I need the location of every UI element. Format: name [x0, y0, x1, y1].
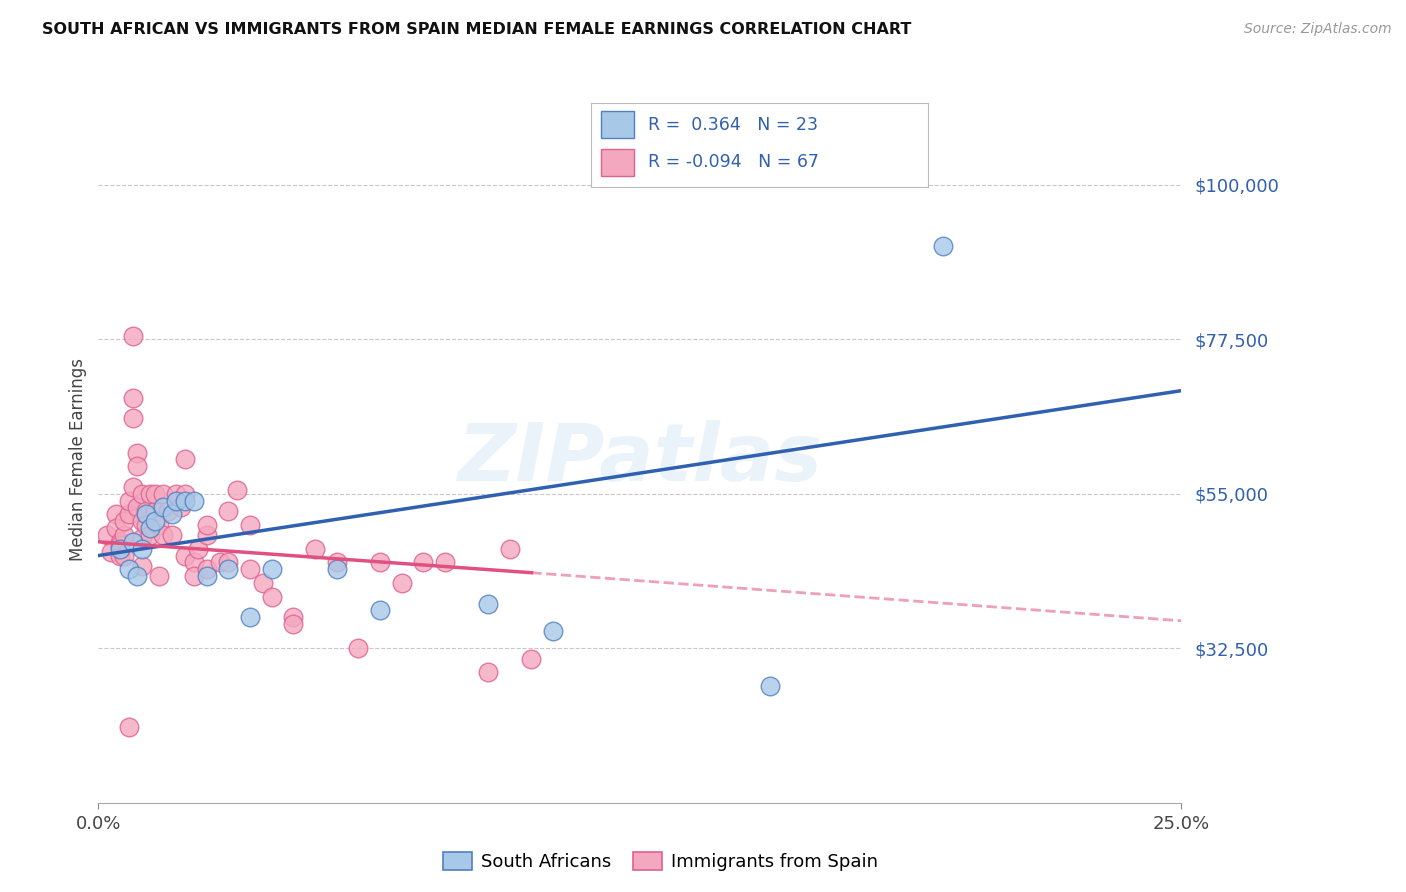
Point: [122, 391, 145, 405]
Text: SOUTH AFRICAN VS IMMIGRANTS FROM SPAIN MEDIAN FEMALE EARNINGS CORRELATION CHART: SOUTH AFRICAN VS IMMIGRANTS FROM SPAIN M…: [42, 22, 911, 37]
Point: [170, 500, 193, 515]
Point: [160, 508, 183, 522]
Point: [104, 521, 127, 535]
Point: [499, 541, 522, 556]
Point: [122, 480, 145, 494]
Point: [174, 452, 197, 467]
Point: [368, 555, 391, 570]
Text: R = -0.094   N = 67: R = -0.094 N = 67: [648, 153, 818, 171]
Y-axis label: Median Female Earnings: Median Female Earnings: [69, 358, 87, 561]
Point: [143, 487, 166, 501]
Point: [347, 641, 370, 656]
Point: [112, 549, 135, 563]
Point: [325, 555, 347, 570]
Point: [195, 562, 218, 576]
Point: [239, 610, 262, 624]
Point: [131, 541, 153, 556]
Point: [412, 555, 434, 570]
Point: [477, 665, 499, 680]
Point: [112, 528, 135, 542]
Point: [127, 445, 149, 459]
Point: [131, 514, 153, 528]
Point: [165, 487, 187, 501]
Point: [127, 569, 149, 583]
Point: [260, 590, 283, 604]
Point: [160, 528, 183, 542]
Point: [143, 514, 166, 528]
FancyBboxPatch shape: [600, 149, 634, 177]
Point: [156, 504, 179, 518]
Text: ZIPatlas: ZIPatlas: [457, 420, 823, 499]
Point: [112, 514, 135, 528]
Point: [104, 508, 127, 522]
Point: [239, 562, 262, 576]
Point: [183, 493, 205, 508]
Point: [118, 508, 141, 522]
Point: [122, 328, 145, 343]
Point: [208, 555, 231, 570]
Point: [122, 411, 145, 425]
Point: [195, 517, 218, 532]
Point: [127, 459, 149, 474]
Point: [183, 555, 205, 570]
Point: [135, 508, 157, 522]
Legend: South Africans, Immigrants from Spain: South Africans, Immigrants from Spain: [436, 846, 886, 879]
Point: [217, 504, 239, 518]
Point: [226, 483, 249, 498]
Point: [118, 493, 141, 508]
Point: [118, 562, 141, 576]
Point: [260, 562, 283, 576]
Point: [148, 517, 170, 532]
Point: [131, 532, 153, 546]
Point: [148, 569, 170, 583]
Point: [195, 569, 218, 583]
Point: [108, 541, 131, 556]
Point: [108, 549, 131, 563]
Point: [139, 487, 162, 501]
Point: [108, 534, 131, 549]
Point: [758, 679, 780, 693]
Text: Source: ZipAtlas.com: Source: ZipAtlas.com: [1244, 22, 1392, 37]
Point: [174, 487, 197, 501]
Point: [391, 576, 413, 591]
Point: [541, 624, 564, 639]
Point: [239, 517, 262, 532]
Point: [135, 517, 157, 532]
Point: [325, 562, 347, 576]
Point: [152, 500, 174, 515]
Point: [304, 541, 326, 556]
Point: [477, 597, 499, 611]
Point: [217, 555, 239, 570]
Point: [165, 493, 187, 508]
Point: [131, 487, 153, 501]
Point: [96, 528, 118, 542]
Point: [127, 500, 149, 515]
Point: [183, 569, 205, 583]
Point: [122, 534, 145, 549]
Point: [131, 558, 153, 573]
Point: [187, 541, 209, 556]
Point: [520, 651, 543, 665]
Point: [283, 617, 305, 632]
Point: [932, 239, 955, 253]
Point: [100, 545, 122, 559]
Point: [152, 528, 174, 542]
Point: [135, 504, 157, 518]
Point: [139, 521, 162, 535]
Point: [108, 538, 131, 552]
Point: [195, 528, 218, 542]
Text: R =  0.364   N = 23: R = 0.364 N = 23: [648, 116, 818, 134]
Point: [174, 493, 197, 508]
Point: [217, 562, 239, 576]
Point: [252, 576, 274, 591]
Point: [174, 549, 197, 563]
Point: [118, 720, 141, 734]
Point: [139, 528, 162, 542]
Point: [368, 603, 391, 617]
Point: [283, 610, 305, 624]
Point: [143, 504, 166, 518]
Point: [433, 555, 456, 570]
Point: [152, 487, 174, 501]
FancyBboxPatch shape: [600, 112, 634, 138]
